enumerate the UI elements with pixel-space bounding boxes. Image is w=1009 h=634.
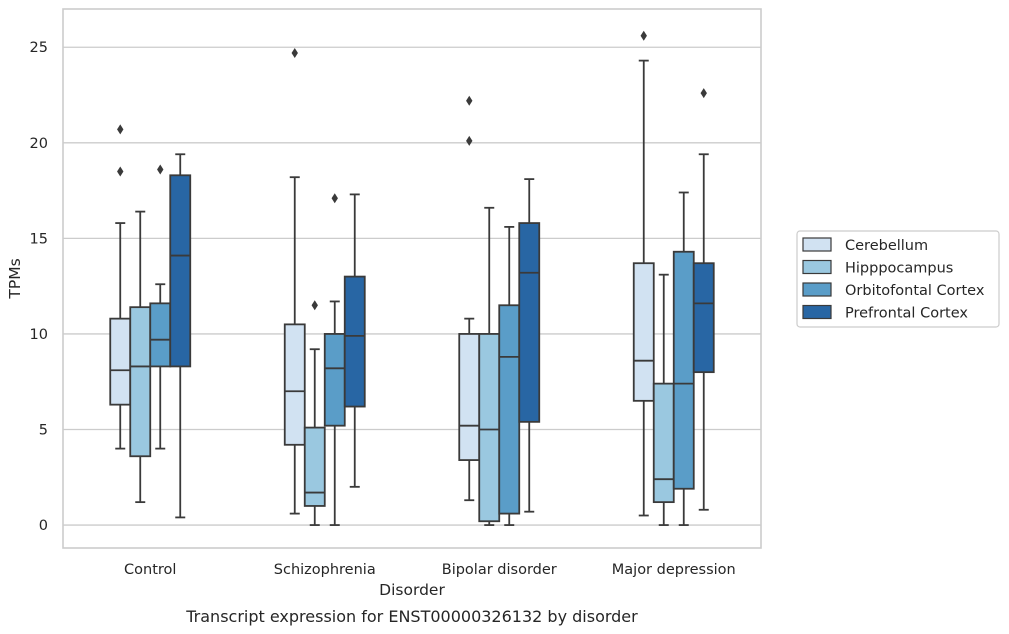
legend-swatch <box>802 304 832 320</box>
outlier-point <box>291 47 298 58</box>
box-body <box>169 174 192 368</box>
box-body <box>149 302 172 368</box>
box-body <box>458 333 481 461</box>
box-orbitofontal-cortex <box>323 193 346 526</box>
box-cerebellum <box>109 124 132 450</box>
box-body <box>109 317 132 406</box>
box-body <box>129 306 152 458</box>
legend-swatch <box>802 259 832 275</box>
legend-swatch <box>802 282 832 297</box>
x-tick-label: Bipolar disorder <box>442 562 557 578</box>
outlier-point <box>466 135 473 146</box>
box-body <box>632 262 655 402</box>
outlier-point <box>311 300 318 311</box>
box-body <box>672 250 695 490</box>
plot-frame <box>62 8 762 549</box>
legend-label: Prefrontal Cortex <box>845 306 968 322</box>
box-prefrontal-cortex <box>169 153 192 519</box>
box-cerebellum <box>632 30 655 517</box>
box-body <box>303 426 326 507</box>
box-hipppocampus <box>303 300 326 526</box>
box-prefrontal-cortex <box>518 178 541 513</box>
box-plot-series <box>109 30 715 526</box>
legend-label: Orbitofontal Cortex <box>845 283 985 299</box>
box-orbitofontal-cortex <box>498 225 521 526</box>
box-hipppocampus <box>478 206 501 526</box>
box-hipppocampus <box>129 210 152 504</box>
box-cerebellum <box>458 95 481 502</box>
y-tick-labels: 0 5 10 15 20 25 <box>30 40 48 534</box>
x-tick-label: Schizophrenia <box>274 562 376 578</box>
box-prefrontal-cortex <box>343 193 366 488</box>
outlier-point <box>640 30 647 41</box>
outlier-point <box>117 124 124 135</box>
box-body <box>343 275 366 408</box>
legend: Cerebellum Hipppocampus Orbitofontal Corte… <box>796 230 1000 328</box>
y-tick-label: 15 <box>30 231 48 247</box>
box-prefrontal-cortex <box>692 88 715 511</box>
outlier-point <box>700 88 707 99</box>
outlier-point <box>117 166 124 177</box>
box-body <box>478 333 501 523</box>
box-body <box>692 262 715 374</box>
y-tick-label: 0 <box>39 518 48 534</box>
legend-label: Hipppocampus <box>845 261 953 277</box>
x-tick-labels: Control Schizophrenia Bipolar disorder Majo… <box>124 562 736 578</box>
box-body <box>283 323 306 446</box>
box-hipppocampus <box>652 273 675 526</box>
outlier-point <box>157 164 164 175</box>
y-axis-label: TPMs <box>6 258 24 299</box>
legend-label: Cerebellum <box>845 238 928 254</box>
x-tick-label: Control <box>124 562 176 578</box>
legend-frame <box>796 230 1000 328</box>
box-orbitofontal-cortex <box>149 164 172 450</box>
y-tick-label: 5 <box>39 422 48 438</box>
box-body <box>323 333 346 427</box>
y-tick-label: 25 <box>30 40 48 56</box>
box-orbitofontal-cortex <box>672 191 695 526</box>
outlier-point <box>466 95 473 106</box>
box-body <box>652 382 675 504</box>
legend-swatch <box>802 237 832 252</box>
x-axis-label: Disorder <box>379 581 445 599</box>
outlier-point <box>331 193 338 204</box>
y-tick-label: 20 <box>30 136 48 152</box>
x-tick-label: Major depression <box>612 562 736 578</box>
chart-caption: Transcript expression for ENST0000032613… <box>185 607 638 626</box>
y-tick-label: 10 <box>30 327 48 343</box>
box-cerebellum <box>283 47 306 515</box>
box-body <box>518 222 541 423</box>
box-body <box>498 304 521 515</box>
